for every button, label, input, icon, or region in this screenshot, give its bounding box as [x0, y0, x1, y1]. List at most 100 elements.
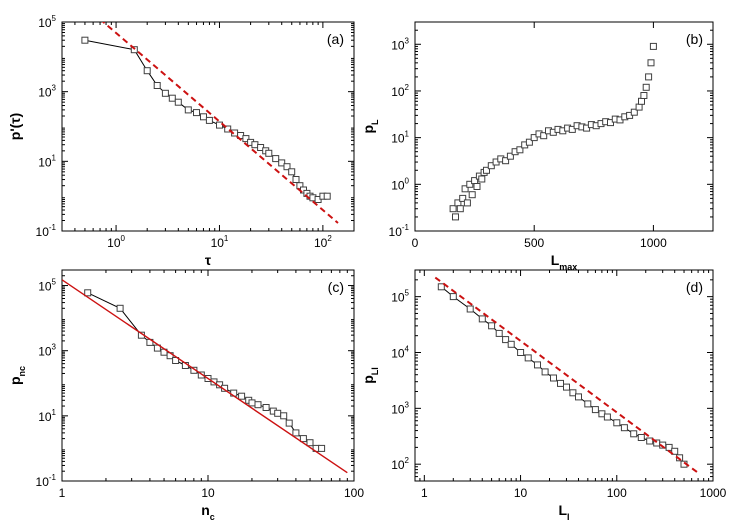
y-axis-label-main: p'(τ)	[7, 113, 23, 140]
x-axis-label: Lmax	[551, 252, 578, 272]
y-tick-label-exp: 3	[405, 400, 410, 409]
data-point	[306, 439, 314, 447]
y-tick-label-exp: 2	[405, 456, 410, 465]
data-point	[461, 185, 469, 193]
y-axis-label-main: p	[7, 376, 23, 385]
data-point	[197, 371, 205, 379]
y-axis-label-sub: L	[370, 119, 380, 125]
data-point	[272, 155, 280, 163]
y-tick-label-base: 10	[391, 85, 405, 99]
data-point	[299, 435, 307, 443]
y-tick-label: 10-1	[389, 223, 410, 239]
y-axis-label-sub: LI	[370, 367, 380, 375]
data-point	[459, 194, 467, 202]
x-tick-label: 500	[524, 236, 544, 250]
x-axis-label-sub: I	[567, 512, 570, 521]
data-point	[456, 205, 464, 213]
y-tick-label: 102	[391, 83, 409, 99]
x-tick-label-exp: 2	[327, 234, 332, 243]
data-point	[265, 149, 273, 157]
x-tick-label-base: 10	[211, 236, 225, 250]
data-point	[449, 293, 457, 301]
y-axis-label-main: p	[360, 125, 376, 134]
data-point	[466, 305, 474, 313]
y-tick-label-exp: -1	[49, 223, 57, 232]
x-tick-label-base: 10	[314, 236, 328, 250]
data-point	[478, 315, 486, 323]
data-point	[647, 59, 655, 67]
data-point	[534, 361, 541, 369]
x-tick-label: 1	[59, 486, 66, 500]
y-axis-label-main: p	[360, 375, 376, 384]
panel-label: (a)	[327, 31, 344, 47]
fit-line	[434, 276, 699, 474]
data-point	[84, 289, 92, 297]
data-point	[550, 374, 557, 382]
data-point	[646, 437, 654, 445]
data-point	[568, 125, 576, 133]
y-tick-label-base: 10	[36, 225, 50, 239]
plot-frame	[414, 269, 714, 482]
data-point	[251, 141, 259, 149]
data-point	[613, 419, 621, 427]
data-point	[524, 354, 532, 362]
data-point	[630, 430, 638, 438]
x-tick-label-base: 10	[107, 236, 121, 250]
data-point	[238, 392, 246, 400]
x-tick-label-base: 0	[412, 236, 419, 250]
x-tick-label: 1000	[640, 236, 667, 250]
data-point	[449, 205, 457, 213]
y-tick-label-exp: 5	[405, 289, 410, 298]
y-tick-label: 100	[391, 176, 409, 192]
y-tick-label-exp: 5	[52, 14, 57, 23]
x-tick-label: 102	[314, 234, 332, 250]
y-axis-label: pLI	[360, 367, 380, 384]
data-point	[193, 109, 200, 117]
y-tick-label-base: 10	[391, 38, 405, 52]
x-tick-label: 1	[421, 486, 428, 500]
data-point	[506, 152, 514, 160]
y-tick-label-base: 10	[391, 346, 405, 360]
y-tick-label-base: 10	[391, 132, 405, 146]
x-axis-label: nc	[201, 502, 215, 521]
data-point	[473, 183, 481, 190]
data-point	[630, 108, 638, 116]
y-tick-label-exp: 1	[52, 408, 57, 417]
x-tick-label: 100	[107, 234, 125, 250]
data-layer	[81, 22, 339, 224]
y-tick-label-base: 10	[36, 475, 50, 489]
data-point	[603, 413, 611, 421]
data-point	[642, 83, 650, 91]
data-point	[288, 168, 296, 176]
plot-frame	[414, 21, 714, 232]
data-point	[635, 103, 643, 111]
data-point	[318, 444, 326, 452]
x-tick-label-base: 1	[59, 486, 66, 500]
y-tick-label-base: 10	[391, 402, 405, 416]
fit-line	[62, 279, 348, 474]
y-tick-label-exp: 0	[405, 176, 410, 185]
x-tick-label: 0	[412, 236, 419, 250]
data-point	[638, 97, 645, 105]
data-point	[184, 106, 192, 114]
data-point	[200, 113, 207, 121]
x-tick-label-base: 100	[344, 486, 364, 500]
y-tick-label-base: 10	[38, 16, 52, 30]
data-point	[488, 322, 496, 330]
y-tick-label: 101	[38, 153, 56, 169]
data-point	[507, 340, 515, 348]
data-layer	[434, 276, 699, 474]
x-tick-label: 100	[607, 486, 627, 500]
y-tick-label: 101	[391, 130, 409, 146]
data-point	[563, 383, 570, 391]
data-point	[174, 98, 182, 106]
data-point	[172, 357, 180, 364]
x-tick-label: 10	[514, 486, 528, 500]
data-point	[242, 135, 250, 143]
x-tick-label-base: 10	[514, 486, 528, 500]
data-point	[463, 199, 471, 207]
x-axis-label-main: n	[201, 502, 210, 518]
data-point	[81, 36, 89, 44]
data-point	[168, 94, 176, 102]
